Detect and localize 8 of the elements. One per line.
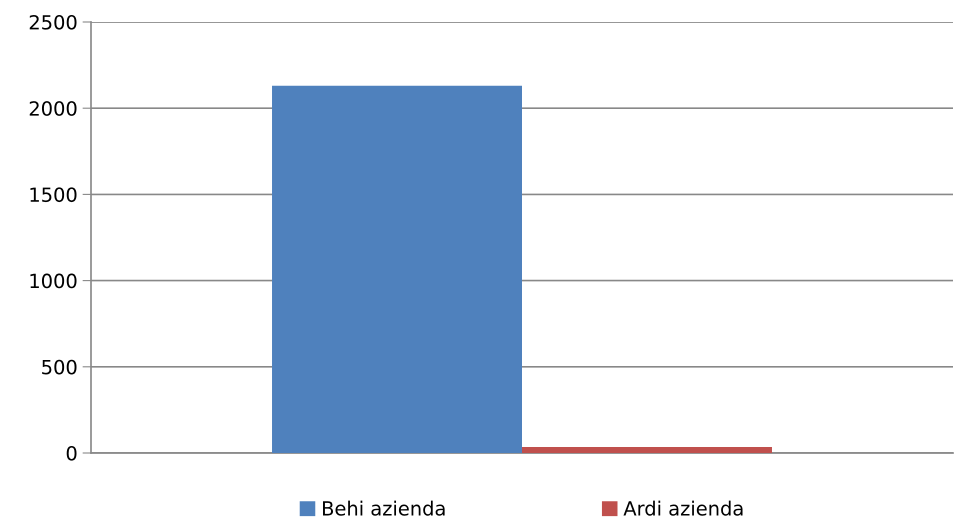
legend-label: Behi azienda — [323, 500, 445, 516]
legend-label: Ardi azienda — [623, 500, 743, 516]
y-tick-label: 2000 — [30, 101, 77, 116]
y-tick-label: 1500 — [30, 187, 77, 202]
y-tick-label: 0 — [66, 446, 77, 461]
y-tick-label: 1000 — [30, 274, 77, 288]
y-tick-label: 500 — [42, 360, 77, 374]
y-tick-label: 2500 — [30, 14, 77, 30]
